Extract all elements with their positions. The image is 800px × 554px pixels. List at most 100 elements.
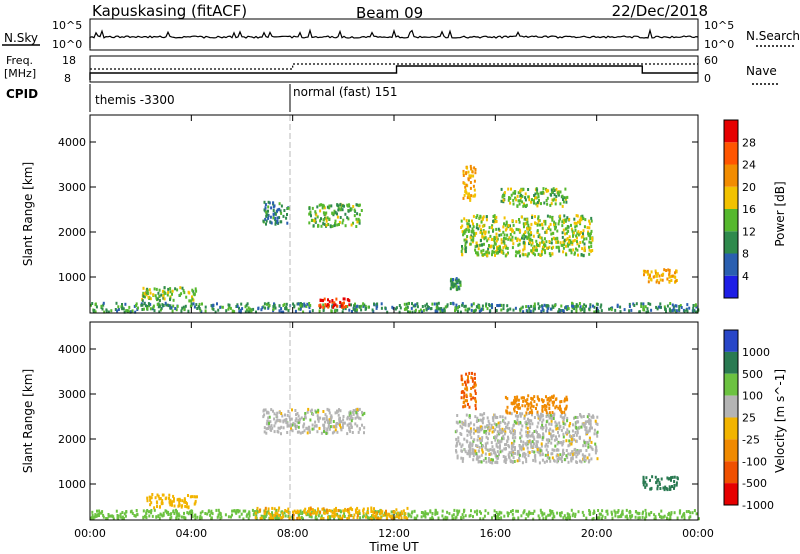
velocity-cell bbox=[482, 416, 485, 420]
velocity-cell bbox=[464, 450, 467, 454]
velocity-cell bbox=[112, 515, 115, 519]
velocity-cell bbox=[332, 425, 335, 429]
power-cell bbox=[519, 199, 522, 203]
power-cell bbox=[299, 304, 302, 308]
power-cell bbox=[322, 211, 325, 215]
y-tick-label: 2000 bbox=[58, 433, 86, 446]
velocity-cell bbox=[645, 476, 648, 480]
velocity-cell bbox=[273, 430, 276, 434]
velocity-cell bbox=[361, 410, 363, 414]
velocity-cell bbox=[199, 511, 202, 515]
velocity-cell bbox=[470, 394, 473, 398]
velocity-cell bbox=[525, 457, 528, 461]
power-cell bbox=[460, 219, 463, 223]
velocity-cell bbox=[353, 513, 356, 517]
power-cell bbox=[319, 299, 322, 302]
y-tick-label: 3000 bbox=[58, 388, 86, 401]
velocity-cell bbox=[101, 510, 104, 514]
power-cell bbox=[542, 190, 545, 194]
power-cell bbox=[183, 308, 186, 312]
velocity-cell bbox=[256, 510, 259, 514]
velocity-cell bbox=[595, 421, 598, 425]
power-cell bbox=[315, 213, 318, 217]
velocity-cell bbox=[170, 512, 173, 516]
velocity-cell bbox=[527, 402, 530, 406]
velocity-cell bbox=[317, 410, 320, 414]
velocity-cell bbox=[381, 510, 384, 514]
velocity-cell bbox=[495, 425, 498, 429]
power-cell bbox=[325, 217, 328, 221]
velocity-cell bbox=[407, 512, 410, 516]
velocity-cell bbox=[333, 511, 336, 515]
power-cell bbox=[182, 305, 185, 309]
power-cell bbox=[675, 309, 678, 313]
velocity-cell bbox=[488, 422, 491, 426]
velocity-cell bbox=[517, 414, 520, 418]
power-cell bbox=[538, 233, 541, 237]
velocity-cell bbox=[507, 437, 510, 441]
power-cell bbox=[191, 295, 193, 299]
velocity-cell bbox=[277, 508, 280, 512]
velocity-cell bbox=[350, 424, 353, 428]
power-cell bbox=[525, 203, 528, 207]
velocity-cell bbox=[494, 451, 497, 455]
power-cell bbox=[293, 304, 296, 308]
velocity-cell bbox=[474, 389, 477, 393]
velocity-cell bbox=[545, 442, 548, 446]
power-cell bbox=[265, 210, 268, 214]
velocity-cell bbox=[466, 452, 469, 456]
velocity-cell bbox=[671, 485, 673, 488]
velocity-cell bbox=[473, 510, 476, 514]
velocity-cell bbox=[586, 420, 589, 424]
velocity-cell bbox=[458, 420, 461, 424]
power-cell bbox=[130, 310, 133, 314]
velocity-cell bbox=[368, 516, 371, 520]
power-cell bbox=[550, 232, 553, 236]
power-cell bbox=[474, 245, 477, 249]
power-cell bbox=[597, 310, 600, 313]
velocity-cell bbox=[341, 423, 344, 427]
power-cell bbox=[513, 231, 516, 235]
velocity-cell bbox=[594, 442, 597, 446]
velocity-cell bbox=[513, 517, 516, 521]
power-cell bbox=[562, 246, 565, 250]
velocity-cell bbox=[500, 516, 503, 520]
power-cell bbox=[524, 253, 527, 257]
velocity-cell bbox=[683, 512, 686, 516]
power-cell bbox=[482, 248, 485, 252]
velocity-cell bbox=[265, 513, 268, 517]
velocity-cell bbox=[338, 418, 341, 422]
power-cell bbox=[384, 306, 387, 310]
velocity-cell bbox=[373, 507, 375, 511]
velocity-cell bbox=[548, 411, 551, 415]
power-cell bbox=[276, 208, 279, 212]
velocity-cell bbox=[476, 512, 478, 516]
power-cell bbox=[645, 310, 648, 314]
velocity-cell bbox=[263, 413, 266, 417]
power-cell bbox=[503, 216, 506, 220]
velocity-cell bbox=[509, 460, 512, 464]
velocity-cell bbox=[110, 514, 113, 518]
power-cell bbox=[184, 304, 187, 308]
velocity-cell bbox=[308, 507, 310, 511]
power-cell bbox=[541, 240, 544, 244]
velocity-cell bbox=[542, 517, 545, 521]
power-cell bbox=[521, 194, 524, 198]
power-cell bbox=[593, 310, 596, 314]
velocity-cell bbox=[521, 412, 524, 416]
power-cell bbox=[572, 304, 575, 308]
velocity-cell bbox=[488, 432, 491, 436]
velocity-cell bbox=[670, 511, 673, 515]
velocity-cell bbox=[481, 427, 484, 431]
nsky-bottom-tick: 10^0 bbox=[52, 38, 82, 51]
power-cell bbox=[101, 307, 104, 311]
power-cell bbox=[481, 232, 484, 236]
velocity-cell bbox=[593, 432, 596, 436]
power-cell bbox=[196, 307, 199, 310]
velocity-cell bbox=[565, 516, 568, 520]
power-cell bbox=[510, 227, 513, 231]
velocity-cell bbox=[339, 509, 342, 513]
velocity-cell bbox=[511, 509, 514, 512]
velocity-cell bbox=[356, 516, 359, 520]
power-cell bbox=[534, 307, 536, 311]
